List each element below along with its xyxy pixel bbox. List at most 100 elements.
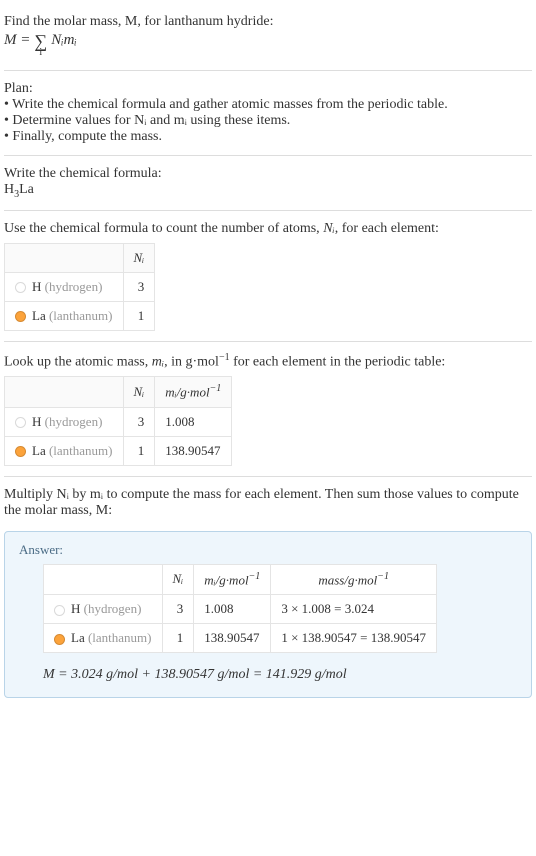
- table-header-row: Nᵢ: [5, 243, 155, 272]
- col-n: Nᵢ: [123, 377, 155, 407]
- text: Use the chemical formula to count the nu…: [4, 221, 323, 236]
- atomic-mass-heading: Look up the atomic mass, mᵢ, in g·mol−1 …: [4, 352, 532, 371]
- table-row: La (lanthanum) 1: [5, 301, 155, 330]
- element-swatch: [54, 605, 65, 616]
- plan-item: • Determine values for Nᵢ and mᵢ using t…: [4, 113, 532, 129]
- answer-table: Nᵢ mᵢ/g·mol−1 mass/g·mol−1 H (hydrogen) …: [43, 564, 437, 653]
- molar-mass-formula: M = ∑ i Nᵢmᵢ: [4, 32, 532, 60]
- divider: [4, 70, 532, 71]
- element-cell: La (lanthanum): [44, 624, 163, 653]
- text: −1: [210, 383, 222, 394]
- element-name: (lanthanum): [49, 443, 113, 458]
- intro-section: Find the molar mass, M, for lanthanum hy…: [4, 8, 532, 66]
- col-m: mᵢ/g·mol−1: [194, 564, 271, 594]
- formula-lhs: M =: [4, 32, 30, 49]
- text: −1: [219, 352, 230, 363]
- formula-rhs: Nᵢmᵢ: [51, 32, 77, 49]
- chem-formula-section: Write the chemical formula: H3La: [4, 160, 532, 206]
- plan-item: • Write the chemical formula and gather …: [4, 97, 532, 113]
- n-cell: 3: [123, 272, 155, 301]
- divider: [4, 476, 532, 477]
- text: −1: [249, 571, 261, 582]
- element-cell: La (lanthanum): [5, 436, 124, 465]
- col-element: [5, 377, 124, 407]
- sigma-icon: ∑ i: [34, 32, 47, 60]
- element-symbol: H: [32, 414, 41, 429]
- element-name: (hydrogen): [45, 279, 103, 294]
- element-swatch: [15, 311, 26, 322]
- multiply-section: Multiply Nᵢ by mᵢ to compute the mass fo…: [4, 481, 532, 525]
- chem-formula-heading: Write the chemical formula:: [4, 166, 532, 182]
- element-name: (hydrogen): [84, 601, 142, 616]
- element-cell: H (hydrogen): [5, 407, 124, 436]
- multiply-heading: Multiply Nᵢ by mᵢ to compute the mass fo…: [4, 487, 532, 519]
- element-cell: H (hydrogen): [44, 595, 163, 624]
- text: Nᵢ: [134, 384, 145, 399]
- table-row: H (hydrogen) 3 1.008: [5, 407, 232, 436]
- answer-label: Answer:: [19, 542, 517, 558]
- sigma-index: i: [39, 48, 42, 58]
- m-cell: 138.90547: [155, 436, 232, 465]
- element-name: (lanthanum): [88, 630, 152, 645]
- text: , for each element:: [335, 221, 439, 236]
- col-n: Nᵢ: [162, 564, 194, 594]
- divider: [4, 210, 532, 211]
- element-symbol: La: [71, 630, 85, 645]
- element-swatch: [15, 417, 26, 428]
- count-atoms-table: Nᵢ H (hydrogen) 3 La (lanthanum) 1: [4, 243, 155, 331]
- n-cell: 3: [162, 595, 194, 624]
- table-header-row: Nᵢ mᵢ/g·mol−1: [5, 377, 232, 407]
- table-row: La (lanthanum) 1 138.90547 1 × 138.90547…: [44, 624, 437, 653]
- element-symbol: La: [32, 443, 46, 458]
- col-n: Nᵢ: [123, 243, 155, 272]
- element-swatch: [54, 634, 65, 645]
- text: mᵢ/g·mol: [165, 385, 209, 400]
- m-cell: 138.90547: [194, 624, 271, 653]
- plan-item: • Finally, compute the mass.: [4, 129, 532, 145]
- table-row: La (lanthanum) 1 138.90547: [5, 436, 232, 465]
- table-row: H (hydrogen) 3: [5, 272, 155, 301]
- text: for each element in the periodic table:: [230, 354, 446, 369]
- text: mᵢ/g·mol: [204, 572, 248, 587]
- n-cell: 1: [123, 301, 155, 330]
- col-element: [44, 564, 163, 594]
- text: −1: [377, 571, 389, 582]
- plan-section: Plan: • Write the chemical formula and g…: [4, 75, 532, 151]
- n-cell: 1: [123, 436, 155, 465]
- m-cell: 1.008: [194, 595, 271, 624]
- element-swatch: [15, 446, 26, 457]
- col-element: [5, 243, 124, 272]
- text: mass/g·mol: [318, 572, 377, 587]
- element-symbol: La: [32, 308, 46, 323]
- element-cell: H (hydrogen): [5, 272, 124, 301]
- element-name: (hydrogen): [45, 414, 103, 429]
- divider: [4, 341, 532, 342]
- table-header-row: Nᵢ mᵢ/g·mol−1 mass/g·mol−1: [44, 564, 437, 594]
- atomic-mass-section: Look up the atomic mass, mᵢ, in g·mol−1 …: [4, 346, 532, 472]
- col-m: mᵢ/g·mol−1: [155, 377, 232, 407]
- text: mᵢ: [152, 354, 164, 369]
- text: Look up the atomic mass,: [4, 354, 152, 369]
- n-cell: 1: [162, 624, 194, 653]
- element-swatch: [15, 282, 26, 293]
- text: Nᵢ: [134, 250, 145, 265]
- text: , in g·mol: [164, 354, 219, 369]
- text: Nᵢ: [323, 221, 335, 236]
- table-row: H (hydrogen) 3 1.008 3 × 1.008 = 3.024: [44, 595, 437, 624]
- col-mass: mass/g·mol−1: [271, 564, 437, 594]
- n-cell: 3: [123, 407, 155, 436]
- mass-cell: 3 × 1.008 = 3.024: [271, 595, 437, 624]
- count-atoms-section: Use the chemical formula to count the nu…: [4, 215, 532, 337]
- chem-formula: H3La: [4, 182, 532, 200]
- element-symbol: H: [71, 601, 80, 616]
- text: Nᵢ: [173, 571, 184, 586]
- atomic-mass-table: Nᵢ mᵢ/g·mol−1 H (hydrogen) 3 1.008 La (l…: [4, 376, 232, 465]
- divider: [4, 155, 532, 156]
- m-cell: 1.008: [155, 407, 232, 436]
- answer-box: Answer: Nᵢ mᵢ/g·mol−1 mass/g·mol−1 H (hy…: [4, 531, 532, 698]
- element-symbol: H: [32, 279, 41, 294]
- answer-result: M = 3.024 g/mol + 138.90547 g/mol = 141.…: [43, 667, 517, 683]
- plan-heading: Plan:: [4, 81, 532, 97]
- mass-cell: 1 × 138.90547 = 138.90547: [271, 624, 437, 653]
- element-name: (lanthanum): [49, 308, 113, 323]
